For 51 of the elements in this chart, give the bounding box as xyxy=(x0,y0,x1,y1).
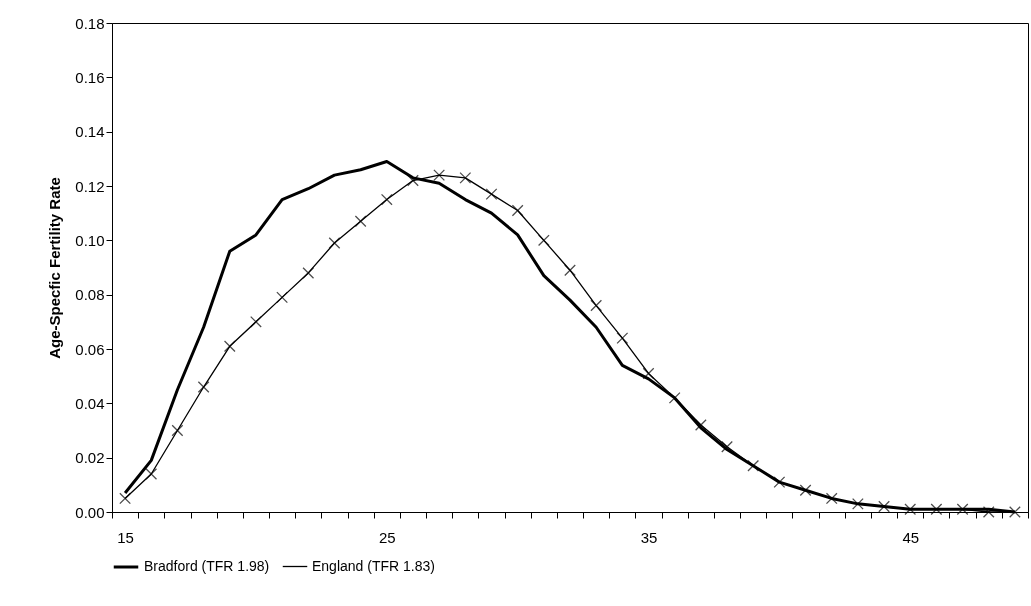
y-tick-label: 0.16 xyxy=(75,68,105,86)
point xyxy=(930,503,943,516)
point xyxy=(590,299,603,312)
y-tick-label: 0.00 xyxy=(75,503,105,521)
y-tick-label: 0.08 xyxy=(75,286,105,304)
y-tick-label: 0.14 xyxy=(75,123,105,141)
point xyxy=(564,264,576,277)
point xyxy=(616,332,629,345)
legend-label: Bradford (TFR 1.98) xyxy=(144,558,270,574)
point xyxy=(250,315,262,328)
point xyxy=(1009,506,1021,518)
y-axis-title: Age-Specfic Fertility Rate xyxy=(46,177,64,359)
y-tick-label: 0.12 xyxy=(75,177,105,195)
point xyxy=(721,440,733,453)
x-tick-label: 15 xyxy=(117,528,134,546)
point xyxy=(851,497,864,510)
point xyxy=(302,267,315,279)
point xyxy=(511,204,524,217)
point xyxy=(485,188,498,201)
point xyxy=(642,367,655,380)
point xyxy=(537,234,550,247)
point xyxy=(694,419,707,431)
y-tick-label: 0.02 xyxy=(75,449,105,467)
x-tick-label: 25 xyxy=(378,528,396,546)
y-tick-label: 0.18 xyxy=(75,14,105,32)
point xyxy=(459,171,472,184)
x-tick-label: 35 xyxy=(640,528,658,546)
point xyxy=(119,492,131,505)
point xyxy=(825,492,838,505)
point xyxy=(328,237,341,249)
point xyxy=(982,506,995,518)
point xyxy=(799,484,812,497)
point xyxy=(878,500,890,513)
point xyxy=(956,503,969,516)
y-tick-label: 0.04 xyxy=(75,394,105,412)
point xyxy=(223,340,236,353)
point xyxy=(354,215,367,228)
point xyxy=(145,468,158,480)
legend-label: England (TFR 1.83) xyxy=(312,557,435,574)
y-tick-label: 0.06 xyxy=(75,340,105,358)
point xyxy=(276,291,289,304)
y-tick-label: 0.10 xyxy=(75,231,105,249)
point xyxy=(773,476,786,489)
point xyxy=(407,174,419,187)
x-tick-label: 45 xyxy=(902,528,920,546)
point xyxy=(171,424,184,437)
point xyxy=(380,193,393,206)
point xyxy=(433,169,446,182)
point xyxy=(747,459,760,472)
point xyxy=(904,503,917,516)
point xyxy=(197,381,210,393)
